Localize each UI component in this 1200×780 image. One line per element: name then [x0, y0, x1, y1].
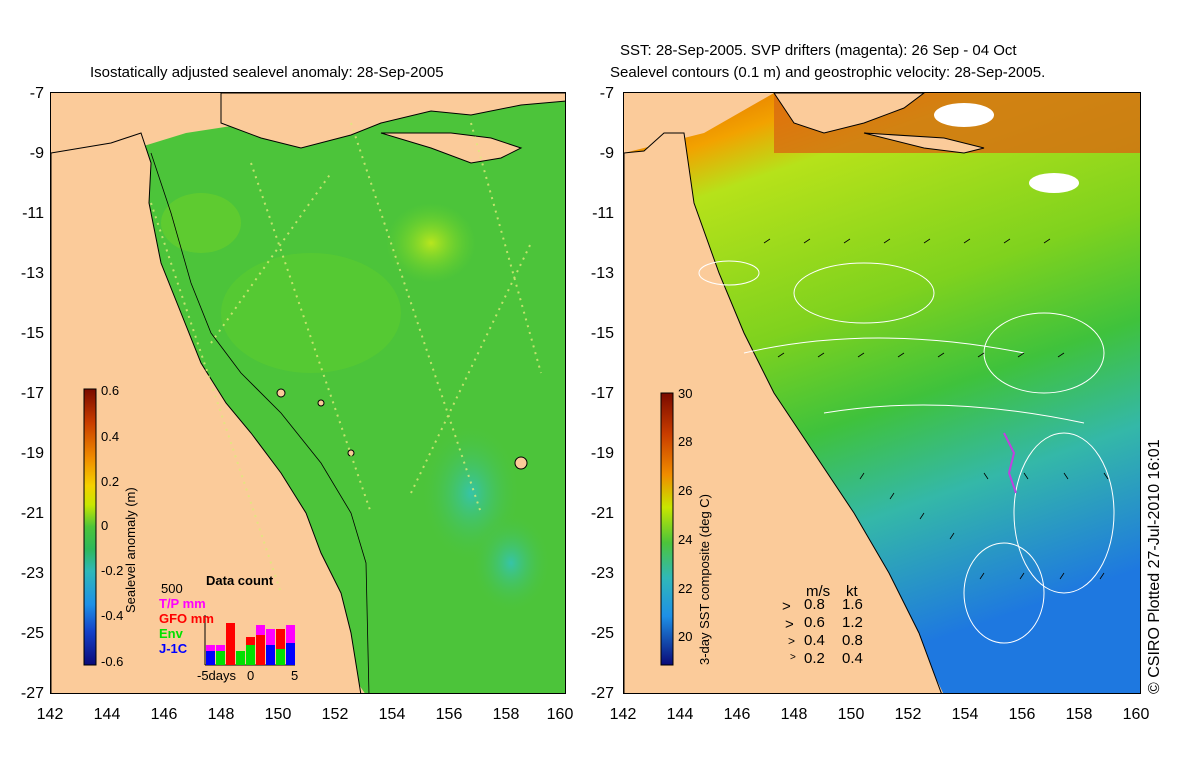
- velocity-key-arrow: >: [790, 652, 796, 663]
- right-xtick: 158: [1065, 706, 1093, 723]
- left-ytick: -25: [20, 625, 44, 642]
- left-ytick: -27: [20, 685, 44, 702]
- right-ytick: -13: [590, 265, 614, 282]
- left-ytick: -13: [20, 265, 44, 282]
- velocity-key-ms: 0.2: [804, 650, 825, 667]
- left-xtick: 144: [93, 706, 121, 723]
- right-xtick: 146: [723, 706, 751, 723]
- left-ytick: -11: [22, 205, 44, 222]
- left-xtick: 150: [264, 706, 292, 723]
- legend-gfo: GFO mm: [159, 611, 214, 626]
- velocity-key-header-ms: m/s: [806, 583, 831, 600]
- data-count-histogram: [204, 615, 295, 666]
- left-cb-tick-1: 0.6: [101, 383, 120, 398]
- legend-j1c: J-1C: [159, 641, 188, 656]
- right-xtick: 142: [609, 706, 637, 723]
- right-xtick: 144: [666, 706, 694, 723]
- right-ytick: -15: [590, 325, 614, 342]
- legend-env: Env: [159, 626, 183, 641]
- left-xtick: 142: [36, 706, 64, 723]
- right-cb-tick-3: 26: [678, 483, 693, 498]
- right-map-title-line2: Sealevel contours (0.1 m) and geostrophi…: [610, 64, 1046, 81]
- right-xtick: 154: [951, 706, 979, 723]
- velocity-key-arrow: >: [782, 598, 791, 615]
- svp-drifter-track: [1003, 432, 1017, 494]
- right-colorbar-label: 3-day SST composite (deg C): [697, 494, 712, 665]
- left-xtick: 156: [435, 706, 463, 723]
- legend-tp: T/P mm: [159, 596, 206, 611]
- left-colorbar-label: Sealevel anomaly (m): [123, 487, 138, 613]
- left-xtick: 158: [492, 706, 520, 723]
- left-map-title: Isostatically adjusted sealevel anomaly:…: [90, 64, 444, 81]
- velocity-key-ms: 0.8: [804, 596, 825, 613]
- velocity-key-kt: 1.2: [842, 614, 863, 631]
- png-landmass: [773, 93, 925, 134]
- right-map-title-line1: SST: 28-Sep-2005. SVP drifters (magenta)…: [620, 42, 1017, 59]
- right-xtick: 150: [837, 706, 865, 723]
- velocity-arrows: [763, 238, 1109, 580]
- velocity-key-arrow: >: [788, 634, 796, 648]
- velocity-key-header-kt: kt: [846, 583, 858, 600]
- right-cb-tick-1: 30: [678, 386, 693, 401]
- left-xtick: 148: [207, 706, 235, 723]
- velocity-key-kt: 0.4: [842, 650, 863, 667]
- velocity-key-ms: 0.6: [804, 614, 825, 631]
- right-cb-tick-4: 24: [678, 532, 693, 547]
- right-ytick: -11: [592, 205, 614, 222]
- hist-x-label-2: 0: [247, 668, 255, 683]
- left-cb-tick-3: 0.2: [101, 474, 120, 489]
- left-ytick: -19: [20, 445, 44, 462]
- velocity-key-kt: 1.6: [842, 596, 863, 613]
- data-count-title: Data count: [206, 573, 274, 588]
- sealevel-anomaly-field: [51, 93, 565, 693]
- left-colorbar: [83, 388, 97, 666]
- left-xtick: 146: [150, 706, 178, 723]
- velocity-key-kt: 0.8: [842, 632, 863, 649]
- right-xtick: 152: [894, 706, 922, 723]
- right-xtick: 148: [780, 706, 808, 723]
- left-xtick: 160: [546, 706, 574, 723]
- right-ytick: -9: [599, 145, 614, 162]
- hist-x-label-3: 5: [291, 668, 299, 683]
- data-count-scale: 500: [161, 581, 183, 596]
- png-landmass: [220, 93, 565, 149]
- left-cb-tick-5: -0.2: [101, 563, 124, 578]
- left-cb-tick-6: -0.4: [101, 608, 124, 623]
- right-sst-map: 30 28 26 24 22 20 3-day SST composite (d…: [623, 92, 1141, 694]
- right-xtick: 156: [1008, 706, 1036, 723]
- right-ytick: -23: [590, 565, 614, 582]
- left-xtick: 154: [378, 706, 406, 723]
- left-ytick: -9: [29, 145, 44, 162]
- left-ytick: -23: [20, 565, 44, 582]
- right-ytick: -19: [590, 445, 614, 462]
- australia-coastline: [624, 132, 942, 693]
- left-cb-tick-7: -0.6: [101, 654, 124, 669]
- velocity-key-ms: 0.4: [804, 632, 825, 649]
- velocity-key-arrow: >: [785, 616, 794, 633]
- left-sealevel-map: 0.6 0.4 0.2 0 -0.2 -0.4 -0.6 Sealevel an…: [50, 92, 566, 694]
- left-xtick: 152: [321, 706, 349, 723]
- right-colorbar: [660, 392, 674, 666]
- hist-x-label-1: -5days: [197, 668, 237, 683]
- right-cb-tick-2: 28: [678, 434, 693, 449]
- left-ytick: -17: [20, 385, 44, 402]
- left-ytick: -7: [29, 85, 44, 102]
- sst-field: [624, 93, 1140, 693]
- right-cb-tick-5: 22: [678, 581, 693, 596]
- csiro-credit: © CSIRO Plotted 27-Jul-2010 16:01: [1146, 439, 1163, 694]
- right-ytick: -27: [590, 685, 614, 702]
- australia-coastline: [51, 132, 362, 693]
- left-ytick: -15: [20, 325, 44, 342]
- right-ytick: -7: [599, 85, 614, 102]
- sst-sea-area: [624, 93, 1140, 693]
- left-cb-tick-2: 0.4: [101, 429, 120, 444]
- right-ytick: -21: [590, 505, 614, 522]
- left-ytick: -21: [20, 505, 44, 522]
- left-cb-tick-4: 0: [101, 518, 109, 533]
- right-ytick: -25: [590, 625, 614, 642]
- right-cb-tick-6: 20: [678, 629, 693, 644]
- right-xtick: 160: [1122, 706, 1150, 723]
- right-ytick: -17: [590, 385, 614, 402]
